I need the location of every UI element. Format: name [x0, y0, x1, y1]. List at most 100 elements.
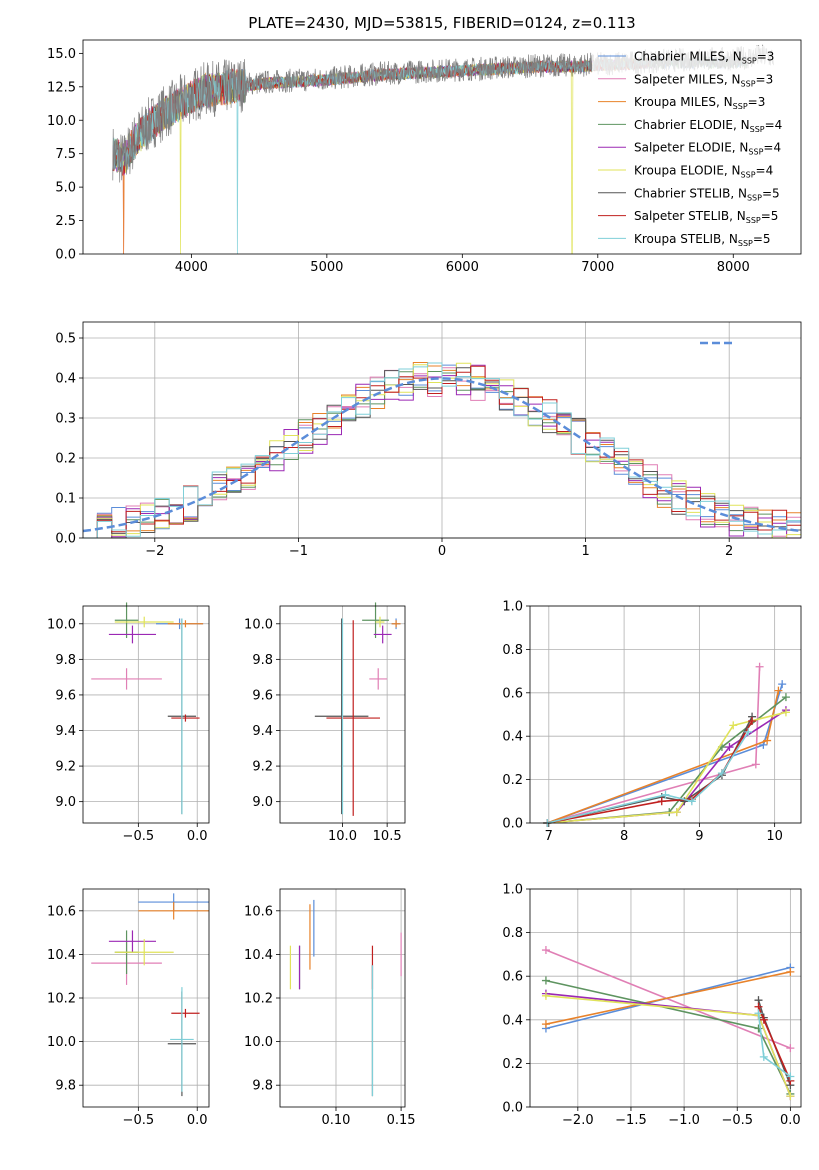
plot-massweight_vs_age — [543, 662, 790, 827]
legend-entry-kroupa_elodie: Kroupa ELODIE, NSSP=4 — [634, 164, 773, 180]
x-tick-label: 0.0 — [780, 1113, 801, 1128]
legend-suffix: =3 — [757, 50, 775, 64]
errorbar-salpeter_elodie — [373, 625, 392, 644]
legend-label: Kroupa STELIB, N — [634, 232, 738, 246]
legend-entry-chabrier_stelib: Chabrier STELIB, NSSP=5 — [634, 186, 780, 202]
y-tick-label: 10.6 — [47, 904, 76, 919]
x-tick-label: 10.0 — [328, 829, 357, 844]
y-tick-label: 9.6 — [252, 688, 273, 703]
weight-line-chabrier_elodie — [547, 696, 787, 824]
x-tick-label: 4000 — [175, 260, 208, 275]
y-tick-label: 0.0 — [502, 1101, 523, 1116]
y-tick-label: 9.8 — [55, 653, 76, 668]
errorbar-kroupa_elodie — [375, 616, 385, 628]
y-tick-label: 0.0 — [55, 248, 76, 263]
weight-marker-kroupa_elodie — [786, 1092, 795, 1101]
y-tick-label: 9.8 — [252, 1079, 273, 1094]
x-tick-label: −0.5 — [123, 829, 155, 844]
weight-marker-kroupa_elodie — [781, 708, 790, 717]
weight-marker-kroupa_miles — [541, 1020, 550, 1029]
weight-marker-salpeter_stelib — [657, 797, 666, 806]
weight-marker-kroupa_stelib — [759, 1052, 768, 1061]
weight-marker-salpeter_miles — [751, 760, 760, 769]
y-tick-label: 9.8 — [55, 1079, 76, 1094]
errorbar-salpeter_elodie — [108, 930, 157, 953]
x-tick-label: 0.10 — [322, 1113, 351, 1128]
x-tick-label: −2.0 — [562, 1113, 594, 1128]
axes-massweight_vs_age: 7 8 9 10 0.0 0.2 0.4 0.6 0.8 1.0 — [502, 600, 802, 844]
errorbar-kroupa_elodie — [114, 939, 174, 966]
y-tick-label: 0.6 — [502, 686, 523, 701]
y-tick-label: 10.0 — [47, 114, 76, 129]
errorbar-kroupa_miles — [391, 620, 401, 628]
frame-mass_vs_ebv: 0.10 0.15 9.8 10.0 10.2 10.4 10.6 — [244, 888, 416, 1128]
figure-title: PLATE=2430, MJD=53815, FIBERID=0124, z=0… — [248, 14, 635, 32]
axes-age_vs_mass: 10.0 10.5 9.0 9.2 9.4 9.6 9.8 10.0 — [244, 602, 406, 844]
x-tick-label: 1 — [581, 544, 589, 559]
errorbar-chabrier_elodie — [114, 602, 139, 639]
legend-sub: SSP — [748, 148, 763, 157]
y-tick-label: 9.4 — [55, 724, 76, 739]
x-tick-label: 7000 — [581, 260, 614, 275]
legend-entry-chabrier_miles: Chabrier MILES, NSSP=3 — [634, 50, 774, 66]
axes-frame — [82, 39, 802, 255]
grid-mass_vs_Z — [83, 889, 209, 1107]
frame-massweight_vs_age: 7 8 9 10 0.0 0.2 0.4 0.6 0.8 1.0 — [502, 600, 802, 844]
y-tick-label: 10.0 — [47, 617, 76, 632]
y-tick-label: 1.0 — [502, 600, 523, 615]
legend-sub: SSP — [746, 216, 761, 225]
legend-entry-chabrier_elodie: Chabrier ELODIE, NSSP=4 — [634, 118, 782, 134]
weight-line-kroupa_elodie — [545, 995, 792, 1097]
legend-label: Chabrier STELIB, N — [634, 186, 747, 200]
legend-suffix: =3 — [756, 72, 774, 86]
legend-sub: SSP — [733, 102, 748, 111]
x-tick-label: 0 — [438, 544, 446, 559]
legend-label: Chabrier ELODIE, N — [634, 118, 750, 132]
axes-mass_vs_Z: −0.5 0.0 9.8 10.0 10.2 10.4 10.6 — [47, 888, 210, 1128]
weight-marker-salpeter_miles — [786, 1044, 795, 1053]
axes-frame — [529, 605, 802, 824]
legend-entry-salpeter_stelib: Salpeter STELIB, NSSP=5 — [634, 209, 778, 225]
weight-marker-salpeter_stelib — [759, 1015, 768, 1024]
plot-age_vs_Z — [91, 602, 204, 815]
legend-sub: SSP — [741, 79, 756, 88]
y-tick-label: 0.3 — [55, 412, 76, 427]
weight-marker-salpeter_elodie — [725, 743, 734, 752]
y-tick-label: 10.6 — [244, 904, 273, 919]
weight-marker-kroupa_stelib — [661, 790, 670, 799]
legend-sub: SSP — [750, 125, 765, 134]
weight-line-chabrier_miles — [547, 683, 783, 824]
legend-entry-salpeter_elodie: Salpeter ELODIE, NSSP=4 — [634, 141, 781, 157]
x-tick-label: 10 — [766, 829, 783, 844]
errorbar-kroupa_elodie — [114, 616, 174, 628]
plot-mass_vs_Z — [91, 893, 209, 1097]
weight-marker-kroupa_stelib — [687, 797, 696, 806]
y-tick-label: 15.0 — [47, 47, 76, 62]
errorbar-chabrier_elodie — [362, 602, 389, 639]
x-tick-label: 0.15 — [387, 1113, 416, 1128]
legend-suffix: =5 — [753, 232, 771, 246]
errorbar-salpeter_stelib — [171, 714, 200, 722]
weight-marker-salpeter_stelib — [748, 717, 757, 726]
y-tick-label: 10.4 — [47, 948, 76, 963]
weight-line-salpeter_miles — [545, 949, 791, 1049]
weight-line-kroupa_elodie — [547, 711, 787, 824]
y-tick-label: 0.5 — [55, 332, 76, 347]
legend-label: Salpeter STELIB, N — [634, 209, 746, 223]
y-tick-label: 10.0 — [244, 617, 273, 632]
weight-marker-kroupa_elodie — [672, 808, 681, 817]
x-tick-label: −0.5 — [123, 1113, 155, 1128]
y-tick-label: 0.8 — [502, 926, 523, 941]
x-tick-label: −1.5 — [615, 1113, 647, 1128]
frame-age_vs_mass: 10.0 10.5 9.0 9.2 9.4 9.6 9.8 10.0 — [244, 605, 406, 844]
axes-age_vs_Z: −0.5 0.0 9.0 9.2 9.4 9.6 9.8 10.0 — [47, 602, 210, 844]
legend-suffix: =3 — [748, 95, 766, 109]
errorbar-chabrier_stelib — [314, 618, 369, 815]
x-tick-label: 2 — [725, 544, 733, 559]
legend-label: Kroupa MILES, N — [634, 95, 733, 109]
y-tick-label: 0.2 — [55, 452, 76, 467]
weight-line-salpeter_elodie — [545, 992, 792, 1097]
legend-suffix: =5 — [762, 186, 780, 200]
histogram-kroupa_stelib — [83, 362, 801, 539]
